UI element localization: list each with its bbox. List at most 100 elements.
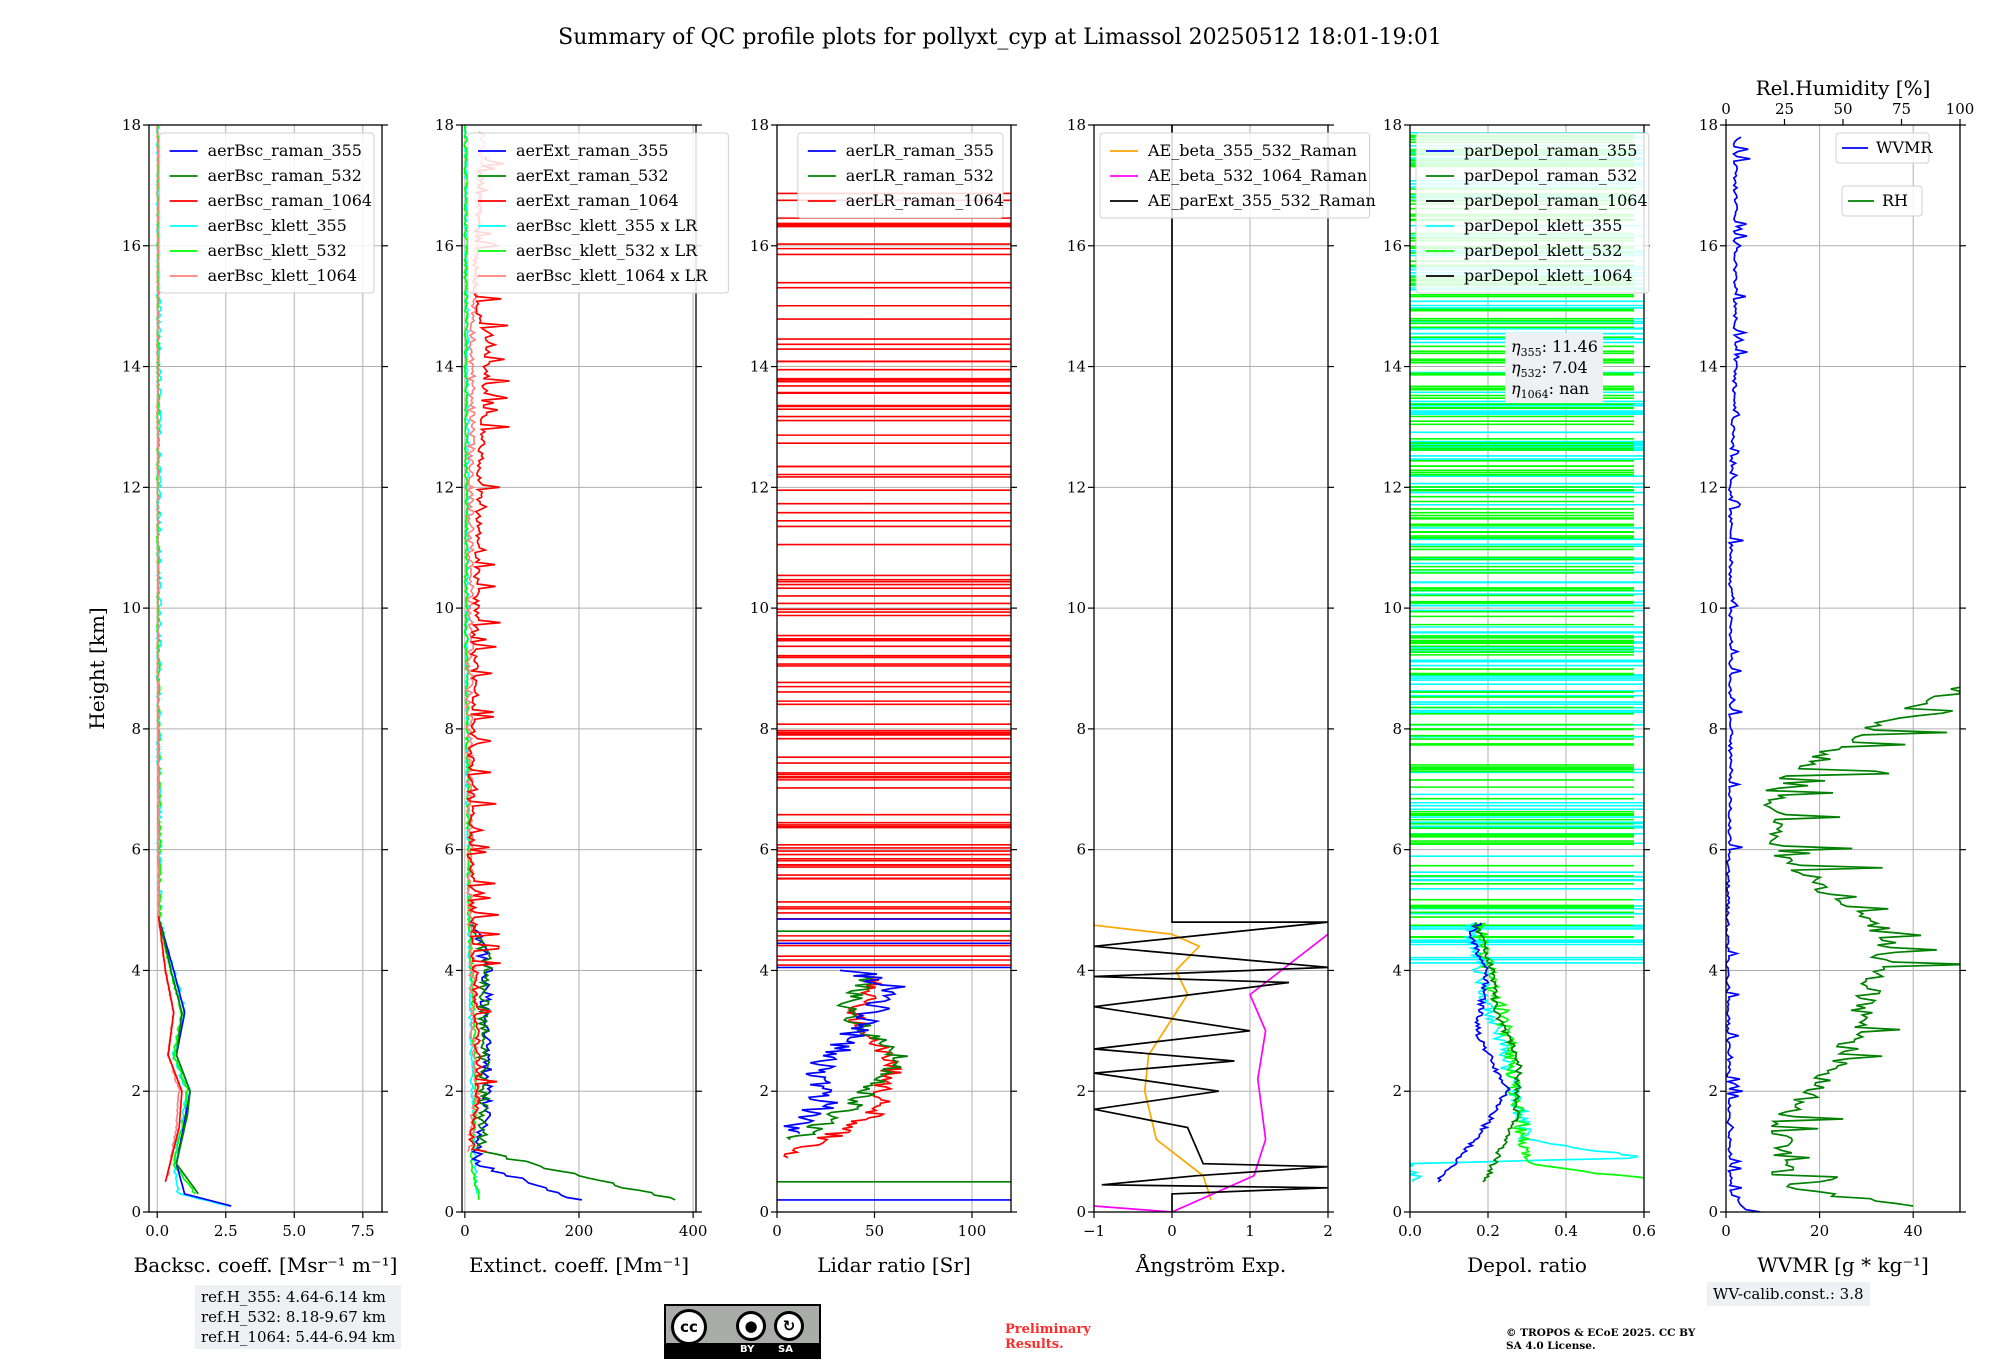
y-tick-label: 10	[122, 599, 141, 617]
legend-entry: aerBsc_raman_1064	[208, 191, 373, 210]
x-tick-label: 0.0	[145, 1222, 169, 1240]
legend-entry: aerBsc_raman_355	[208, 141, 362, 160]
ref-height-355: ref.H_355: 4.64-6.14 km	[201, 1288, 386, 1306]
legend-entry: parDepol_raman_355	[1464, 141, 1637, 160]
y-tick-label: 4	[1708, 961, 1718, 979]
x-tick-label: 0.0	[1398, 1222, 1422, 1240]
legend-entry: parDepol_klett_1064	[1464, 266, 1633, 285]
y-tick-label: 12	[435, 478, 454, 496]
x-tick-label: 2.5	[214, 1222, 238, 1240]
series-parDepol_raman_355	[1436, 922, 1511, 1183]
legend-box	[1415, 132, 1650, 294]
x-axis-label: WVMR [g * kg⁻¹]	[1757, 1253, 1929, 1277]
y-tick-label: 4	[444, 961, 454, 979]
y-tick-label: 2	[444, 1082, 454, 1100]
x-axis-label: Lidar ratio [Sr]	[817, 1253, 971, 1277]
y-tick-label: 2	[1076, 1082, 1086, 1100]
axes-frame	[148, 124, 383, 1213]
x-tick-label: 7.5	[351, 1222, 375, 1240]
y-tick-label: 14	[1699, 358, 1718, 376]
y-tick-label: 6	[131, 841, 141, 859]
legend-box	[1841, 185, 1923, 217]
legend-box	[467, 132, 729, 294]
legend-entry: aerBsc_klett_355	[208, 216, 347, 235]
x-tick-label: 40	[1904, 1222, 1923, 1240]
series-aerLR_raman_355	[783, 969, 906, 1135]
x-tick-label: −1	[1083, 1222, 1105, 1240]
y-tick-label: 12	[750, 478, 769, 496]
license-sa: SA	[778, 1344, 793, 1355]
y-tick-label: 0	[1708, 1203, 1718, 1221]
plot-area	[155, 125, 232, 1207]
legend-entry: aerExt_raman_1064	[516, 191, 679, 210]
axes-frame	[1725, 124, 1961, 1213]
y-tick-label: 16	[1383, 237, 1402, 255]
y-tick-label: 2	[1392, 1082, 1402, 1100]
legend-entry: parDepol_raman_532	[1464, 166, 1637, 185]
y-tick-label: 14	[435, 358, 454, 376]
x-tick-label: 5.0	[282, 1222, 306, 1240]
y-tick-label: 12	[1067, 478, 1086, 496]
y-axis-label: Height [km]	[85, 607, 109, 729]
license-by: BY	[740, 1344, 755, 1355]
x-tick-label: 100	[958, 1222, 987, 1240]
y-tick-label: 16	[1699, 237, 1718, 255]
legend-box	[159, 132, 375, 294]
y-tick-label: 6	[1392, 841, 1402, 859]
plot-area	[777, 192, 1011, 1201]
y-tick-label: 16	[750, 237, 769, 255]
panel-1: 0 2 4 6 8 10 12 14 16 18 0.0 2.5 5.0 7.5 Backsc. coeff…	[85, 116, 397, 1277]
x-tick-label: 0	[460, 1222, 470, 1240]
y-tick-label: 0	[1076, 1203, 1086, 1221]
eta-annotation: η355: 11.46	[1511, 337, 1598, 359]
legend-entry: aerBsc_klett_355 x LR	[516, 216, 698, 235]
legend-entry: aerBsc_klett_532 x LR	[516, 241, 698, 260]
legend-entry: aerBsc_klett_532	[208, 241, 347, 260]
x-axis-label: Ångström Exp.	[1135, 1252, 1286, 1277]
plot-area	[1726, 136, 1960, 1212]
series-RH	[1762, 686, 1960, 1207]
legend-entry: aerBsc_klett_1064	[208, 266, 357, 285]
legend-entry: aerExt_raman_532	[516, 166, 669, 185]
y-tick-label: 8	[444, 720, 454, 738]
y-tick-label: 2	[1708, 1082, 1718, 1100]
y-tick-label: 6	[759, 841, 769, 859]
series-parDepol_klett_532	[1473, 922, 1644, 1179]
y-tick-label: 16	[1067, 237, 1086, 255]
x2-tick-label: 75	[1892, 100, 1911, 118]
x2-tick-label: 50	[1833, 100, 1852, 118]
y-tick-label: 18	[122, 116, 141, 134]
y-tick-label: 18	[750, 116, 769, 134]
legend-box	[797, 132, 1004, 219]
y-tick-label: 4	[759, 961, 769, 979]
series-aerExt_raman_355	[471, 924, 583, 1201]
legend-box	[1099, 132, 1371, 219]
x-tick-label: 50	[865, 1222, 884, 1240]
preliminary-results-note: Preliminary Results.	[1005, 1322, 1091, 1352]
legend-entry: RH	[1882, 191, 1908, 210]
legend-entry: aerExt_raman_355	[516, 141, 669, 160]
series-aerExt_raman_1064	[466, 155, 510, 1153]
y-tick-label: 18	[435, 116, 454, 134]
x-tick-label: 400	[679, 1222, 708, 1240]
legend-entry: AE_beta_355_532_Raman	[1147, 141, 1357, 160]
series-aerBsc_raman_532	[159, 921, 199, 1195]
y-tick-label: 14	[1067, 358, 1086, 376]
y-tick-label: 18	[1383, 116, 1402, 134]
y-tick-label: 8	[1708, 720, 1718, 738]
cc-icon: cc	[671, 1309, 707, 1345]
y-tick-label: 4	[1076, 961, 1086, 979]
y-tick-label: 8	[759, 720, 769, 738]
series-aerExt_raman_532	[469, 923, 676, 1201]
y-tick-label: 10	[1699, 599, 1718, 617]
series-aerLR_raman_532	[785, 975, 908, 1141]
reference-height-box: ref.H_355: 4.64-6.14 km ref.H_532: 8.18-…	[195, 1285, 402, 1349]
eta-annotation: η532: 7.04	[1511, 358, 1588, 380]
y-tick-label: 10	[1383, 599, 1402, 617]
y-tick-label: 10	[435, 599, 454, 617]
figure-title: Summary of QC profile plots for pollyxt_…	[558, 25, 1442, 50]
